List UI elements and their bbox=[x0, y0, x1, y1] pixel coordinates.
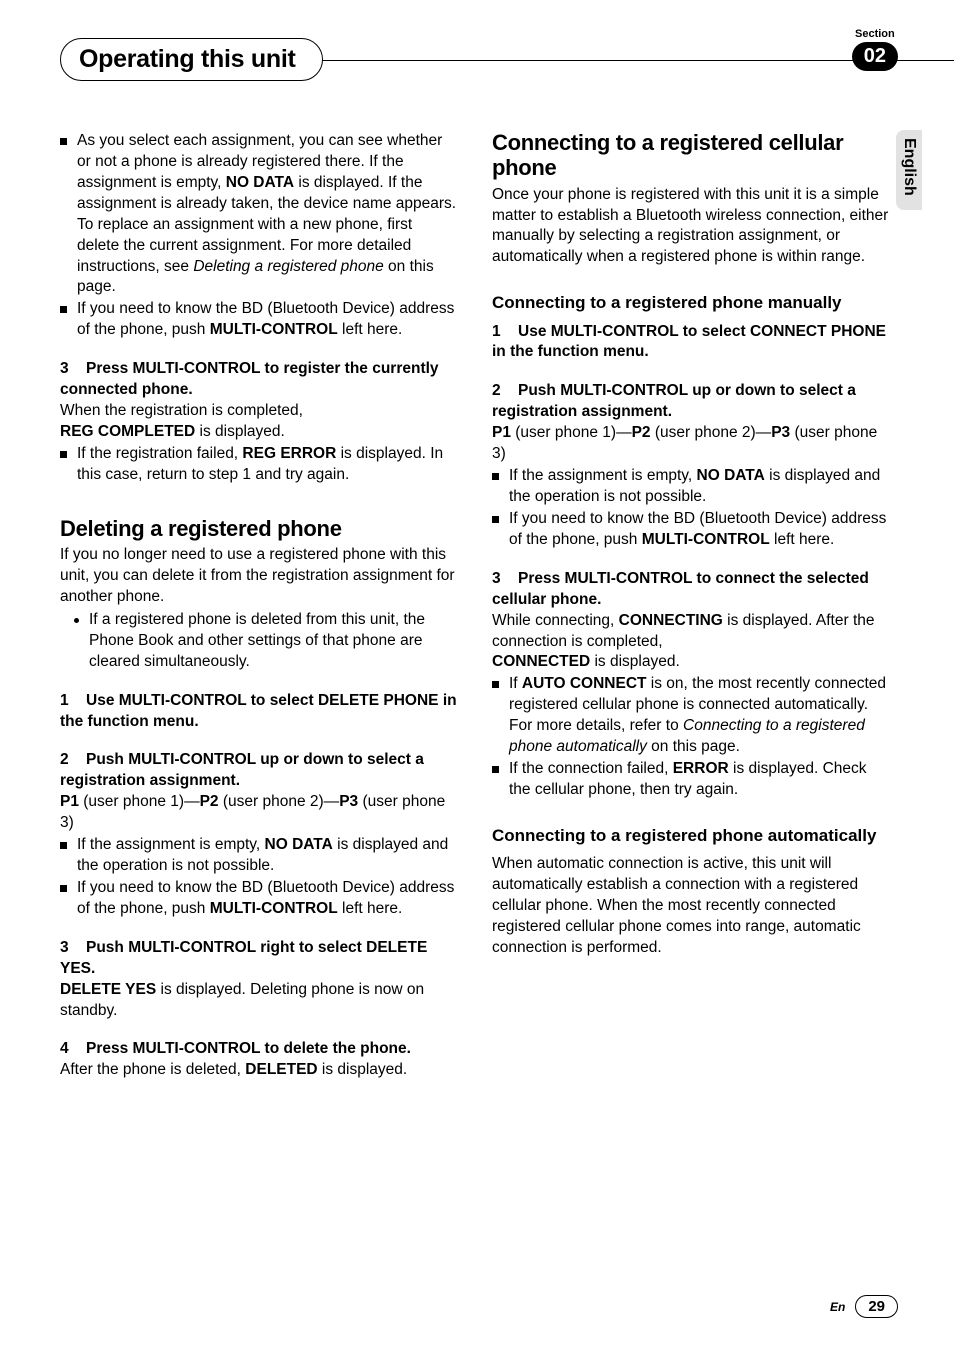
note-bullet: If AUTO CONNECT is on, the most recently… bbox=[492, 674, 890, 758]
step-body: CONNECTED is displayed. bbox=[492, 652, 890, 673]
info-text: If a registered phone is deleted from th… bbox=[89, 610, 458, 673]
del-step-1: 1Use MULTI-CONTROL to select DELETE PHON… bbox=[60, 691, 458, 733]
note-bullet: If the assignment is empty, NO DATA is d… bbox=[492, 466, 890, 508]
square-bullet-icon bbox=[492, 473, 499, 480]
del-step-3: 3Push MULTI-CONTROL right to select DELE… bbox=[60, 938, 458, 1022]
square-bullet-icon bbox=[60, 451, 67, 458]
square-bullet-icon bbox=[492, 516, 499, 523]
heading-connecting: Connecting to a registered cellular phon… bbox=[492, 130, 890, 181]
square-bullet-icon bbox=[60, 842, 67, 849]
step-body: P1 (user phone 1)—P2 (user phone 2)—P3 (… bbox=[492, 423, 890, 465]
section-number: 02 bbox=[852, 42, 898, 71]
deleting-intro: If you no longer need to use a registere… bbox=[60, 545, 458, 608]
step-heading: 4Press MULTI-CONTROL to delete the phone… bbox=[60, 1039, 458, 1060]
right-column: Connecting to a registered cellular phon… bbox=[492, 130, 890, 1081]
subheading-auto: Connecting to a registered phone automat… bbox=[492, 825, 890, 846]
step-heading: 3Press MULTI-CONTROL to connect the sele… bbox=[492, 569, 890, 611]
note-bullet: If you need to know the BD (Bluetooth De… bbox=[60, 878, 458, 920]
heading-deleting: Deleting a registered phone bbox=[60, 516, 458, 541]
man-step-3: 3Press MULTI-CONTROL to connect the sele… bbox=[492, 569, 890, 801]
note-text: If the assignment is empty, NO DATA is d… bbox=[77, 835, 458, 877]
chapter-title: Operating this unit bbox=[79, 45, 296, 73]
step-body: P1 (user phone 1)—P2 (user phone 2)—P3 (… bbox=[60, 792, 458, 834]
note-text: If the connection failed, ERROR is displ… bbox=[509, 759, 890, 801]
note-bullet: If the assignment is empty, NO DATA is d… bbox=[60, 835, 458, 877]
step-body: After the phone is deleted, DELETED is d… bbox=[60, 1060, 458, 1081]
note-text: If AUTO CONNECT is on, the most recently… bbox=[509, 674, 890, 758]
note-text: If the assignment is empty, NO DATA is d… bbox=[509, 466, 890, 508]
square-bullet-icon bbox=[60, 306, 67, 313]
step-heading: 3Press MULTI-CONTROL to register the cur… bbox=[60, 359, 458, 401]
page: Operating this unit Section 02 English A… bbox=[0, 0, 954, 1352]
left-column: As you select each assignment, you can s… bbox=[60, 130, 458, 1081]
note-bullet: If the connection failed, ERROR is displ… bbox=[492, 759, 890, 801]
note-bullet: If the registration failed, REG ERROR is… bbox=[60, 444, 458, 486]
note-text: If you need to know the BD (Bluetooth De… bbox=[77, 878, 458, 920]
auto-intro: When automatic connection is active, thi… bbox=[492, 854, 890, 959]
language-tab: English bbox=[896, 130, 922, 210]
language-tab-label: English bbox=[900, 138, 918, 196]
step-body: DELETE YES is displayed. Deleting phone … bbox=[60, 980, 458, 1022]
footer-page-number: 29 bbox=[855, 1295, 898, 1318]
step-heading: 1Use MULTI-CONTROL to select CONNECT PHO… bbox=[492, 322, 890, 364]
step-heading: 2Push MULTI-CONTROL up or down to select… bbox=[60, 750, 458, 792]
note-bullet: As you select each assignment, you can s… bbox=[60, 131, 458, 298]
note-text: As you select each assignment, you can s… bbox=[77, 131, 458, 298]
footer: En 29 bbox=[830, 1295, 898, 1318]
step-heading: 1Use MULTI-CONTROL to select DELETE PHON… bbox=[60, 691, 458, 733]
note-text: If the registration failed, REG ERROR is… bbox=[77, 444, 458, 486]
man-step-1: 1Use MULTI-CONTROL to select CONNECT PHO… bbox=[492, 322, 890, 364]
section-label: Section bbox=[852, 28, 898, 40]
step-heading: 2Push MULTI-CONTROL up or down to select… bbox=[492, 381, 890, 423]
square-bullet-icon bbox=[492, 766, 499, 773]
connecting-intro: Once your phone is registered with this … bbox=[492, 185, 890, 269]
footer-language: En bbox=[830, 1300, 845, 1314]
square-bullet-icon bbox=[60, 138, 67, 145]
del-step-4: 4Press MULTI-CONTROL to delete the phone… bbox=[60, 1039, 458, 1081]
content-columns: As you select each assignment, you can s… bbox=[60, 130, 898, 1081]
step-body: While connecting, CONNECTING is displaye… bbox=[492, 611, 890, 653]
step-3: 3Press MULTI-CONTROL to register the cur… bbox=[60, 359, 458, 486]
step-body: REG COMPLETED is displayed. bbox=[60, 422, 458, 443]
subheading-manual: Connecting to a registered phone manuall… bbox=[492, 292, 890, 313]
step-heading: 3Push MULTI-CONTROL right to select DELE… bbox=[60, 938, 458, 980]
dot-bullet-icon bbox=[74, 618, 79, 623]
man-step-2: 2Push MULTI-CONTROL up or down to select… bbox=[492, 381, 890, 550]
square-bullet-icon bbox=[492, 681, 499, 688]
note-bullet: If you need to know the BD (Bluetooth De… bbox=[492, 509, 890, 551]
step-body: When the registration is completed, bbox=[60, 401, 458, 422]
chapter-title-pill: Operating this unit bbox=[60, 38, 323, 81]
info-bullet: If a registered phone is deleted from th… bbox=[60, 610, 458, 673]
note-text: If you need to know the BD (Bluetooth De… bbox=[77, 299, 458, 341]
header: Operating this unit Section 02 bbox=[60, 30, 898, 90]
note-bullet: If you need to know the BD (Bluetooth De… bbox=[60, 299, 458, 341]
square-bullet-icon bbox=[60, 885, 67, 892]
section-block: Section 02 bbox=[852, 28, 898, 71]
note-text: If you need to know the BD (Bluetooth De… bbox=[509, 509, 890, 551]
del-step-2: 2Push MULTI-CONTROL up or down to select… bbox=[60, 750, 458, 919]
